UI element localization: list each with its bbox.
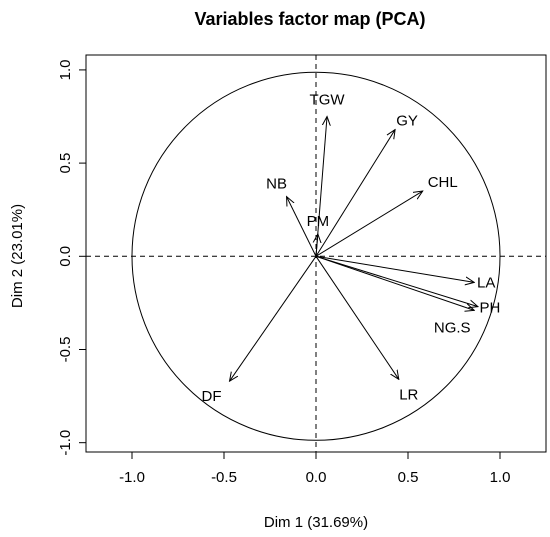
y-tick-label: 1.0: [57, 59, 74, 80]
x-axis-label: Dim 1 (31.69%): [264, 514, 368, 531]
label-gy: GY: [396, 113, 418, 130]
label-chl: CHL: [428, 174, 458, 191]
arrow-df: [230, 256, 317, 381]
label-la: LA: [477, 274, 495, 291]
label-pm: PM: [307, 213, 330, 230]
arrow-pm: [316, 234, 318, 257]
arrow-ph: [315, 255, 478, 306]
label-lr: LR: [399, 386, 418, 403]
chart-title: Variables factor map (PCA): [194, 9, 425, 29]
variable-labels: TGW GY CHL NB PM LA PH NG.S DF LR: [202, 92, 501, 406]
arrow-la: [315, 255, 474, 282]
label-ph: PH: [479, 300, 500, 317]
y-tick-label: -1.0: [57, 430, 74, 456]
label-nb: NB: [266, 176, 287, 193]
y-tick-label: 0.0: [57, 246, 74, 267]
arrow-lr: [315, 256, 399, 379]
y-tick-label: 0.5: [57, 153, 74, 174]
arrow-chl: [315, 191, 423, 257]
x-axis: -1.0 -0.5 0.0 0.5 1.0: [119, 452, 510, 486]
y-axis: -1.0 -0.5 0.0 0.5 1.0: [57, 59, 86, 456]
label-tgw: TGW: [310, 92, 346, 109]
arrow-ng-s: [315, 255, 474, 310]
label-ng-s: NG.S: [434, 319, 471, 336]
x-tick-label: -1.0: [119, 469, 145, 486]
variable-arrows: [230, 117, 478, 382]
x-tick-label: 1.0: [490, 469, 511, 486]
label-df: DF: [202, 388, 222, 405]
x-tick-label: 0.0: [306, 469, 327, 486]
arrow-nb: [287, 197, 317, 257]
y-tick-label: -0.5: [57, 337, 74, 363]
y-axis-label: Dim 2 (23.01%): [9, 204, 26, 308]
correlation-circle: [131, 71, 501, 441]
x-tick-label: -0.5: [211, 469, 237, 486]
arrow-gy: [315, 130, 395, 257]
x-tick-label: 0.5: [398, 469, 419, 486]
